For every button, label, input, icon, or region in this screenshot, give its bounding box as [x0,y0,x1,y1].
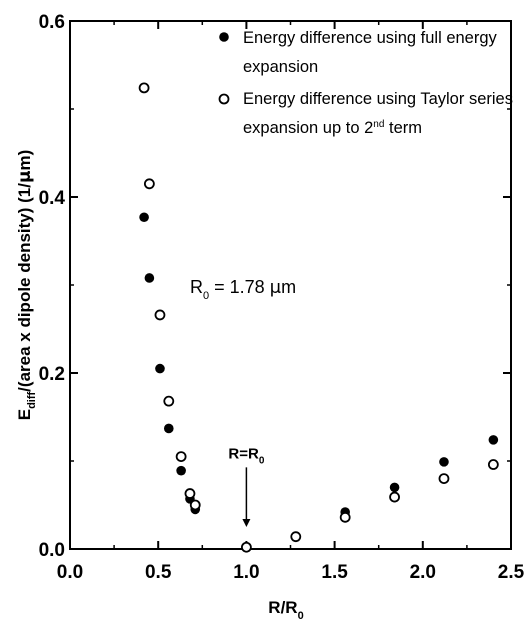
legend: Energy difference using full energy expa… [218,29,518,137]
y-axis-title-e: E [15,409,34,420]
axis-ticks [69,20,512,550]
point-taylor [438,473,450,485]
series-full-energy [139,212,499,517]
legend-full-line2: expansion [243,58,318,76]
point-taylor [138,82,150,94]
x-tick-label: 0.0 [57,562,83,583]
y-axis-title-mu: μ [15,171,35,184]
point-taylor [389,491,400,503]
x-axis-title-sub: 0 [298,610,304,622]
series-taylor [138,82,499,553]
y-tick-labels: 0.0 0.2 0.4 0.6 [39,12,66,561]
y-axis-title-sub: diff [26,391,38,408]
req-annot-sub: 0 [259,455,265,466]
r-equals-r0-annotation: R=R0 [228,445,264,466]
point-taylor [184,488,196,499]
point-taylor [154,309,166,321]
legend-taylor-sup: nd [373,119,384,130]
x-tick-label: 1.5 [321,562,348,583]
y-axis-title: Ediff/(area x dipole density) (1/μm) [15,150,38,421]
x-axis-title: R/R0 [268,598,303,622]
y-axis-title-rest: /(area x dipole density) (1/ [15,183,34,392]
r0-annot-sub: 0 [203,290,209,302]
point-taylor [189,499,201,511]
x-tick-labels: 0.0 0.5 1.0 1.5 2.0 2.5 [57,562,525,583]
point-taylor [175,451,187,463]
r0-annot-mu: μ [270,277,282,298]
y-axis-title-end: m) [15,150,34,171]
y-tick-label: 0.6 [39,12,65,33]
legend-full-line1: Energy difference using full energy [243,29,498,47]
x-axis-title-main: R/R [268,598,297,617]
point-full-energy [155,363,165,374]
x-tick-label: 2.5 [498,562,525,583]
y-tick-label: 0.0 [39,540,65,561]
point-full-energy [439,457,449,467]
legend-taylor-line1: Energy difference using Taylor series [243,90,513,108]
y-tick-label: 0.2 [39,364,65,385]
point-taylor [240,541,252,553]
point-full-energy [163,423,174,434]
r0-annot-r: R [190,277,203,297]
r0-annot-unit: m [281,277,296,297]
point-full-energy [389,482,400,493]
r0-annot-eq: = 1.78 [209,277,270,297]
legend-label-full: Energy difference using full energy expa… [243,29,501,76]
r-equals-r0-arrow-head [242,519,251,527]
point-taylor [339,511,351,523]
legend-marker-taylor [218,93,230,105]
x-tick-label: 1.0 [233,562,259,583]
point-taylor [163,395,175,407]
point-full-energy [176,465,186,476]
legend-marker-full [219,32,229,42]
req-annot-main: R=R [228,445,259,462]
legend-taylor-line2: expansion up to 2 [243,119,373,137]
point-full-energy [139,212,149,223]
point-taylor [487,459,499,470]
data-series [138,82,499,553]
point-taylor [143,178,155,190]
r0-value-annotation: R0 = 1.78 μm [190,277,296,302]
x-tick-label: 0.5 [145,562,172,583]
legend-taylor-end: term [384,119,422,137]
point-taylor [290,531,302,543]
x-tick-label: 2.0 [410,562,436,583]
y-tick-label: 0.4 [39,188,66,209]
point-full-energy [488,435,499,445]
point-full-energy [144,273,155,283]
legend-label-taylor: Energy difference using Taylor series ex… [243,90,518,137]
